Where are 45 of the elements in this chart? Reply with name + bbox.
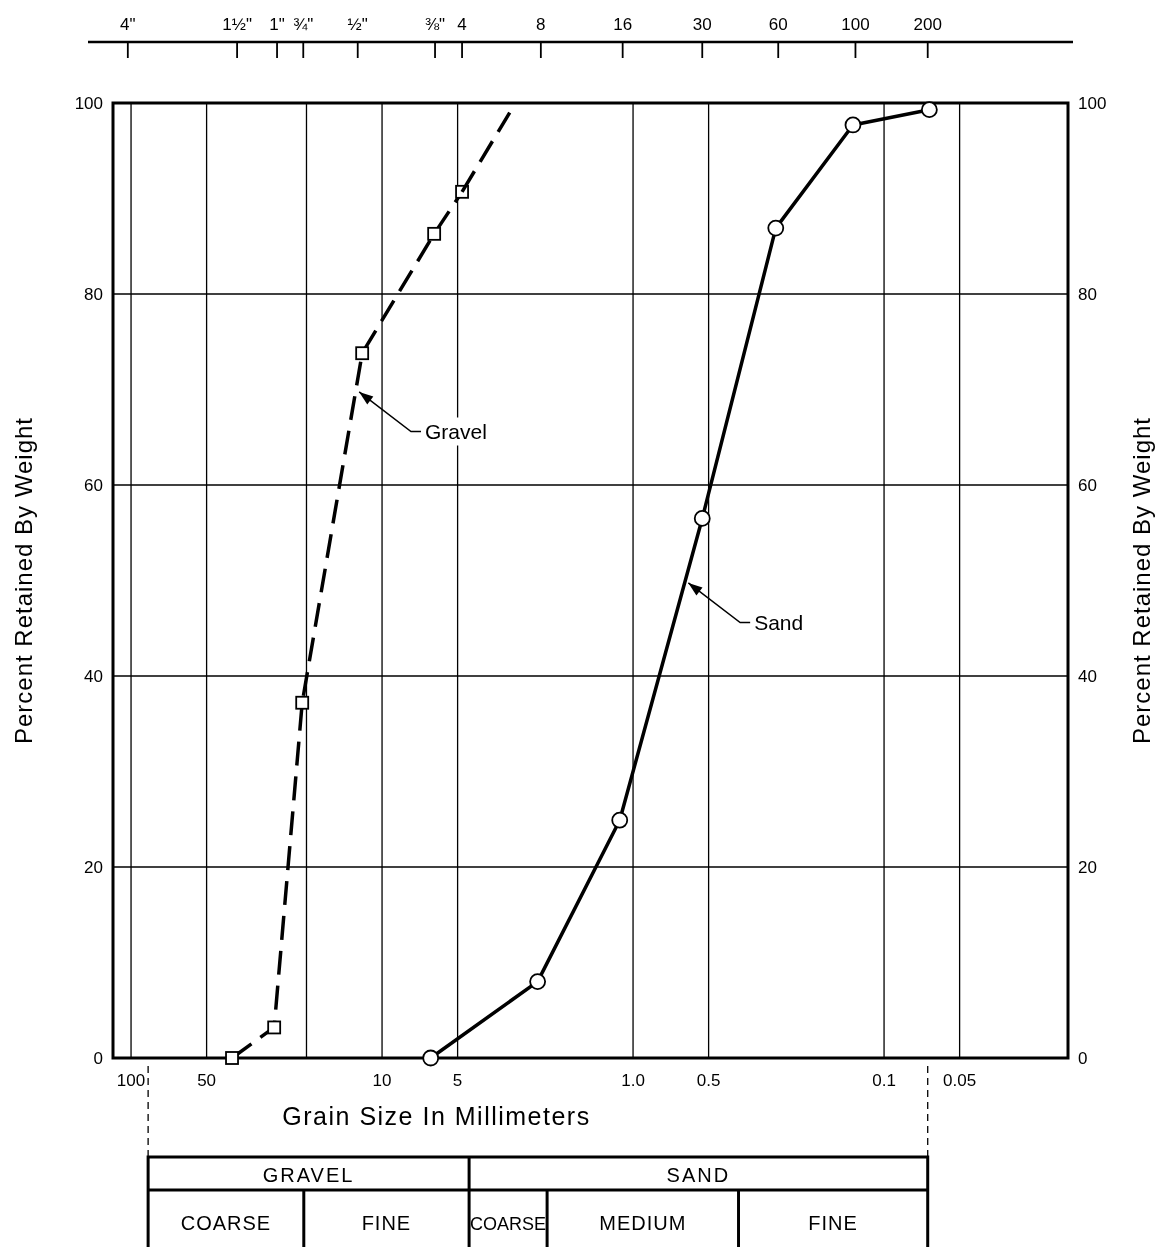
x-tick-label: 0.1	[872, 1071, 896, 1090]
y2-tick-label: 60	[1078, 476, 1097, 495]
x-tick-label: 100	[116, 1071, 146, 1090]
text: ¾"	[293, 15, 314, 34]
x-tick-label: 0.5	[696, 1071, 721, 1090]
text: ½"	[347, 15, 368, 34]
x-tick-label: 50	[197, 1071, 217, 1090]
text: SAND	[666, 1164, 731, 1186]
annotation: Gravel	[424, 419, 487, 443]
y2-tick-label: 0	[1078, 1049, 1088, 1068]
y-axis-title: Percent Retained By Weight	[10, 416, 37, 745]
text: 1"	[269, 15, 285, 34]
text: COARSE	[470, 1214, 547, 1234]
y-tick-label: 0	[93, 1049, 103, 1068]
y2-tick-label: 20	[1078, 858, 1097, 877]
text: 4	[457, 15, 467, 34]
y2-tick-label: 80	[1078, 285, 1097, 304]
y-tick-label: 100	[74, 94, 103, 113]
x-tick-label: 5	[452, 1071, 463, 1090]
text: 200	[913, 15, 942, 34]
text: 60	[768, 15, 788, 34]
y-tick-label: 20	[84, 858, 103, 877]
y-tick-label: 80	[84, 285, 103, 304]
text: 30	[692, 15, 712, 34]
text: 8	[536, 15, 546, 34]
text: ⅜"	[424, 15, 446, 34]
y2-tick-label: 40	[1078, 667, 1097, 686]
x-tick-label: 0.05	[943, 1071, 977, 1090]
text: COARSE	[180, 1212, 272, 1234]
x-tick-label: 1.0	[621, 1071, 645, 1090]
y-tick-label: 40	[84, 667, 103, 686]
text: 100	[841, 15, 870, 34]
annotation: Sand	[754, 610, 804, 634]
text: FINE	[808, 1212, 858, 1234]
y2-tick-label: 100	[1078, 94, 1107, 113]
x-axis-title: Grain Size In Millimeters	[282, 1102, 591, 1130]
text: 16	[613, 15, 633, 34]
text: MEDIUM	[599, 1212, 687, 1234]
text: GRAVEL	[262, 1164, 355, 1186]
text: 4"	[120, 15, 136, 34]
y-tick-label: 60	[84, 476, 103, 495]
text: FINE	[361, 1212, 412, 1234]
y2-axis-title: Percent Retained By Weight	[1128, 416, 1155, 745]
text: 1½"	[222, 15, 252, 34]
x-tick-label: 10	[372, 1071, 392, 1090]
